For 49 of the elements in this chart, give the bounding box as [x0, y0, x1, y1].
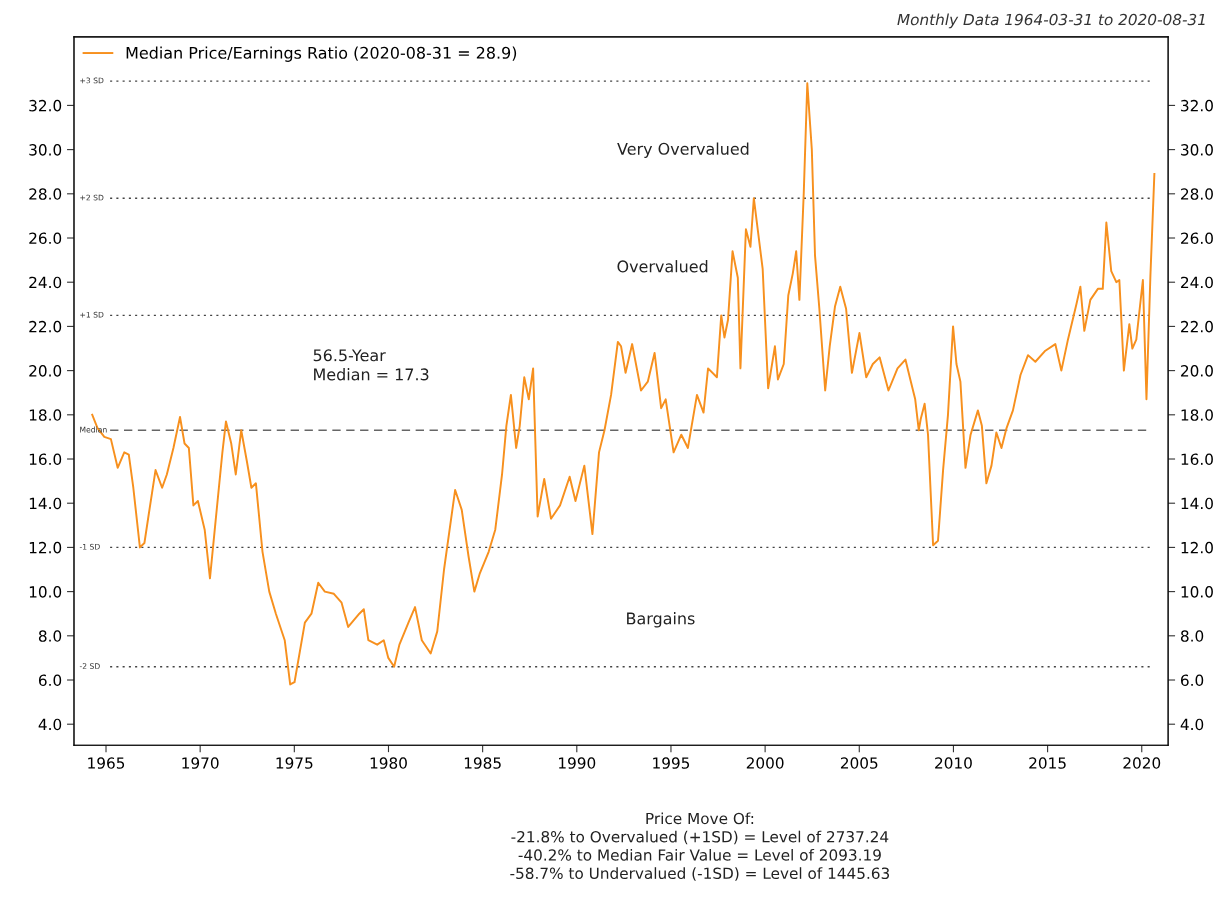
- y-tick-label: 16.0: [29, 453, 62, 466]
- y2-tick-label: 16.0: [1181, 453, 1213, 466]
- y-tick-label: 26.0: [29, 232, 62, 245]
- y-tick-label: 10.0: [29, 586, 62, 598]
- y2-tick-label: 6.0: [1180, 674, 1204, 687]
- y-tick-label: 12.0: [29, 541, 62, 554]
- y2-tick-label: 14.0: [1181, 497, 1213, 510]
- y2-tick-label: 28.0: [1181, 188, 1213, 200]
- y-tick-label: 22.0: [29, 320, 62, 333]
- y2-tick-label: 26.0: [1181, 232, 1213, 245]
- y-tick-label: 4.0: [38, 718, 62, 731]
- x-tick-label: 1980: [370, 757, 407, 769]
- annotation: Very Overvalued: [617, 142, 749, 158]
- text: Price Move Of: -21.8% to Overvalued (+1SD) = Level of 2737.24 -40.2% to Median Fair Value = Level of 2093.19 -58.7% to Undervalued (-1SD) = Level of 1445.63: [510, 812, 890, 881]
- y-tick-label: 20.0: [29, 365, 62, 377]
- x-tick-label: 2005: [840, 757, 878, 769]
- x-tick-label: 1970: [182, 757, 219, 769]
- x-tick-label: 2015: [1029, 757, 1066, 769]
- x-tick-label: 2010: [935, 757, 972, 769]
- y2-tick-label: 12.0: [1181, 541, 1213, 554]
- y-tick-label: 30.0: [29, 144, 62, 156]
- annotation: Overvalued: [617, 260, 708, 273]
- y-tick-label: 8.0: [38, 630, 62, 642]
- y-tick-label: 6.0: [38, 674, 62, 687]
- y2-tick-label: 18.0: [1181, 409, 1213, 421]
- text: Monthly Data 1964-03-31 to 2020-08-31: [897, 13, 1205, 29]
- y2-tick-label: 24.0: [1181, 276, 1213, 289]
- y-tick-label: 24.0: [29, 276, 62, 289]
- x-tick-label: 2000: [746, 757, 784, 769]
- x-tick-label: 1990: [559, 757, 596, 769]
- x-tick-label: 1965: [88, 757, 125, 769]
- y2-tick-label: 4.0: [1180, 718, 1204, 731]
- x-tick-label: 1975: [276, 757, 313, 769]
- x-tick-label: 1985: [464, 757, 501, 769]
- y2-tick-label: 20.0: [1181, 365, 1213, 377]
- legend-label: Median Price/Earnings Ratio (2020-08-31 = 28.9): [126, 46, 517, 62]
- y-tick-label: 14.0: [29, 497, 62, 510]
- annotation: 56.5-Year Median = 17.3: [313, 349, 429, 381]
- y2-tick-label: 30.0: [1181, 144, 1213, 156]
- y2-tick-label: 22.0: [1181, 320, 1213, 333]
- y-tick-label: 28.0: [29, 188, 62, 200]
- y2-tick-label: 8.0: [1180, 630, 1204, 642]
- x-tick-label: 1995: [653, 757, 690, 769]
- y-tick-label: 18.0: [29, 409, 62, 421]
- annotation: Bargains: [627, 612, 695, 628]
- y-tick-label: 32.0: [29, 99, 62, 112]
- y2-tick-label: 10.0: [1181, 586, 1213, 598]
- y2-tick-label: 32.0: [1181, 99, 1213, 112]
- x-tick-label: 2020: [1123, 757, 1161, 769]
